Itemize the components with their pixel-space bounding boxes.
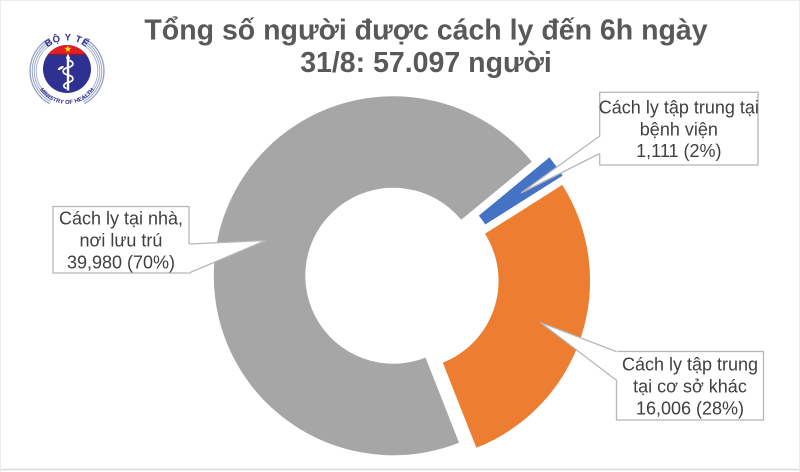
slice-other-facility <box>442 184 591 448</box>
logo-flourish-arc <box>35 43 53 99</box>
logo-flourish-arc <box>82 41 101 101</box>
callout-pointer-outline-hospital <box>520 135 601 194</box>
callout-label-other-facility-line3: 16,006 (28%) <box>636 398 744 418</box>
callout-label-hospital-line2: bệnh viện <box>640 119 718 139</box>
chart-title-line2: 31/8: 57.097 người <box>300 47 552 79</box>
logo-rod-of-asclepius <box>57 53 74 91</box>
slice-hospital <box>478 157 563 225</box>
callout-label-hospital-line1: Cách ly tập trung tại <box>599 98 759 118</box>
ministry-of-health-logo: BỘ Y TẾ MINISTRY OF HEALTH <box>29 32 105 106</box>
logo-flourish-arc <box>29 37 50 105</box>
callout-box-hospital <box>599 91 759 166</box>
logo-flourish-arc <box>84 37 105 105</box>
callout-box-other-facility <box>615 350 765 421</box>
logo-star <box>64 45 72 52</box>
callout-label-home-line1: Cách ly tại nhà, <box>59 209 183 229</box>
logo-flourish-arc <box>31 39 51 103</box>
logo-flourish-arc <box>81 43 99 99</box>
chart-title-line1: Tổng số người được cách ly đến 6h ngày <box>144 15 707 47</box>
callout-label-other-facility-line2: tại cơ sở khác <box>633 376 747 396</box>
callout-pointer-outline-other-facility <box>540 321 617 381</box>
callout-label-home-line2: nơi lưu trú <box>80 230 163 250</box>
logo-flourish-arc <box>83 39 103 103</box>
callout-box-home <box>52 205 190 274</box>
logo-laurel-arcs <box>29 37 105 105</box>
callout-label-other-facility-line1: Cách ly tập trung <box>622 355 758 375</box>
callout-label-hospital-line3: 1,111 (2%) <box>636 141 721 161</box>
logo-flourish-arc <box>33 41 52 101</box>
callout-pointer-outline-home <box>188 239 266 274</box>
slice-home <box>213 96 532 456</box>
callout-label-home-line3: 39,980 (70%) <box>67 252 175 272</box>
logo-text-bo-y-te: BỘ Y TẾ <box>43 32 91 50</box>
donut-slices-group <box>213 96 591 456</box>
